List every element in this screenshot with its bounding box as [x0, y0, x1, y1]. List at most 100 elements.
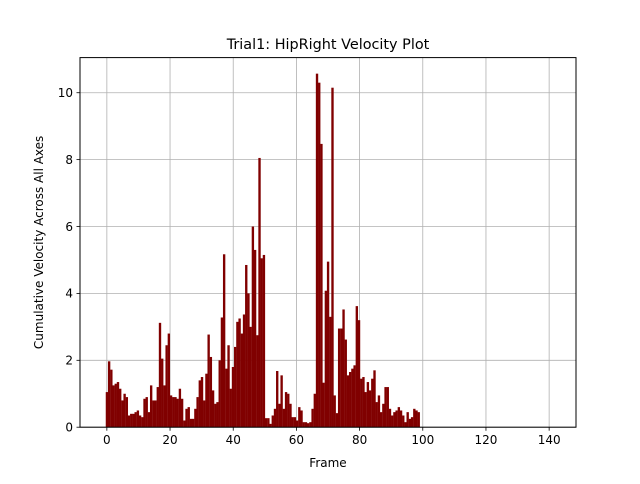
x-tick-label: 80 — [352, 433, 367, 447]
bar — [340, 328, 343, 428]
x-tick-label: 60 — [289, 433, 304, 447]
bar — [112, 385, 115, 428]
bar — [260, 258, 263, 428]
bar — [373, 370, 376, 428]
bar — [362, 377, 365, 428]
bar — [353, 365, 356, 428]
bar — [318, 82, 321, 428]
x-tick-label: 20 — [162, 433, 177, 447]
bar — [214, 403, 217, 428]
bar — [309, 422, 312, 428]
bar — [238, 318, 241, 428]
bar — [386, 387, 389, 428]
bar — [329, 316, 332, 428]
bar — [404, 422, 407, 428]
bar — [127, 415, 131, 428]
bar — [196, 397, 199, 428]
bar — [154, 400, 157, 428]
bar — [143, 398, 146, 428]
bar — [249, 326, 252, 428]
x-tick-label: 0 — [103, 433, 111, 447]
bar — [379, 412, 383, 428]
y-tick-label: 2 — [65, 354, 73, 368]
bar — [180, 398, 184, 428]
bar — [408, 418, 412, 428]
bar — [156, 387, 159, 428]
bar — [258, 157, 261, 428]
bar — [176, 398, 179, 428]
bar — [225, 368, 228, 428]
bar — [174, 397, 177, 428]
bar — [200, 377, 204, 428]
bar — [145, 397, 148, 428]
bar — [256, 335, 259, 428]
bar — [287, 393, 290, 428]
bar — [209, 356, 213, 428]
bar — [132, 413, 135, 428]
bar — [169, 395, 173, 428]
bar — [163, 385, 166, 428]
bar — [172, 397, 175, 428]
bar — [222, 254, 226, 428]
bar — [236, 321, 239, 428]
bar — [187, 407, 190, 428]
bar — [251, 226, 255, 428]
bar — [191, 418, 195, 428]
bar — [291, 417, 294, 428]
bar — [326, 261, 330, 428]
bar — [322, 382, 325, 428]
bar — [366, 382, 370, 428]
bar — [289, 403, 292, 428]
bar — [368, 390, 372, 428]
bar — [371, 378, 374, 428]
bar — [306, 423, 310, 428]
bar — [300, 410, 303, 428]
bar — [149, 385, 153, 428]
bar — [218, 360, 221, 428]
bar — [211, 390, 215, 428]
bar — [271, 415, 274, 428]
bar — [399, 410, 403, 428]
bar — [136, 410, 140, 428]
bar — [364, 392, 367, 428]
bar — [395, 410, 398, 428]
x-tick-label: 140 — [538, 433, 561, 447]
bar — [342, 309, 345, 428]
y-tick-label: 0 — [65, 421, 73, 435]
bar — [417, 412, 420, 428]
bar — [134, 412, 137, 428]
bar — [231, 366, 235, 428]
bar — [382, 403, 385, 428]
bar — [183, 420, 186, 428]
bar — [302, 422, 305, 428]
bar — [105, 392, 109, 428]
x-tick-label: 40 — [226, 433, 241, 447]
x-axis-label: Frame — [309, 456, 346, 470]
bar — [123, 393, 126, 428]
y-tick-label: 6 — [65, 220, 73, 234]
bar — [377, 395, 381, 428]
bar — [284, 392, 288, 428]
bar — [262, 254, 266, 428]
bar — [313, 393, 316, 428]
bar — [315, 73, 319, 428]
bar — [413, 408, 416, 428]
chart-title: Trial1: HipRight Velocity Plot — [226, 37, 430, 53]
bar — [360, 378, 363, 428]
ticks-layer: 0 20 40 60 80 100 120 140 0 2 4 6 8 10 — [58, 86, 561, 447]
y-tick-label: 8 — [65, 153, 73, 167]
bar — [121, 400, 124, 428]
bar — [393, 412, 396, 428]
bar — [138, 415, 142, 428]
bar — [245, 264, 248, 428]
bar — [125, 397, 129, 428]
bar — [203, 400, 206, 428]
bar — [114, 383, 117, 428]
bar — [278, 403, 281, 428]
bar — [415, 410, 418, 428]
bar — [165, 345, 168, 428]
bar — [107, 361, 111, 428]
bar — [207, 334, 210, 428]
bar — [397, 407, 401, 428]
bar — [269, 423, 272, 428]
